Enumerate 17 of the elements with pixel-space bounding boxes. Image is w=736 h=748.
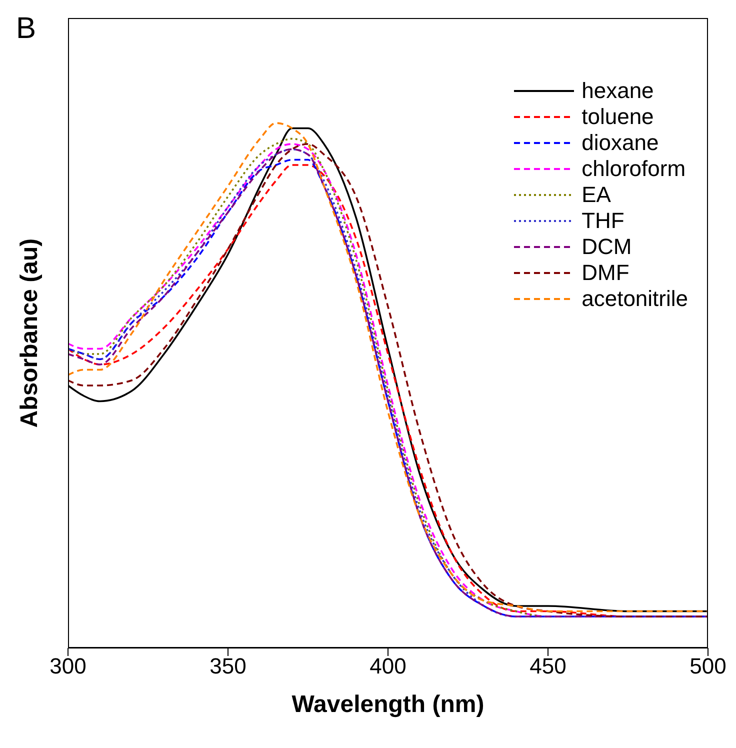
legend-label: hexane [582,78,654,104]
x-tick-label: 500 [690,654,726,679]
x-tick-label: 450 [530,654,566,679]
legend-label: DMF [582,260,630,286]
legend-label: toluene [582,104,654,130]
legend-label: dioxane [582,130,659,156]
x-axis-title: Wavelength (nm) [292,691,484,718]
legend-label: DCM [582,234,632,260]
legend-label: EA [582,182,611,208]
legend-label: THF [582,208,624,234]
text: B [16,12,36,46]
legend-label: chloroform [582,156,686,182]
x-tick-label: 350 [210,654,246,679]
y-axis-title: Absorbance (au) [16,238,44,428]
legend-label: acetonitrile [582,286,688,312]
x-tick-label: 400 [370,654,406,679]
x-tick-label: 300 [50,654,86,679]
